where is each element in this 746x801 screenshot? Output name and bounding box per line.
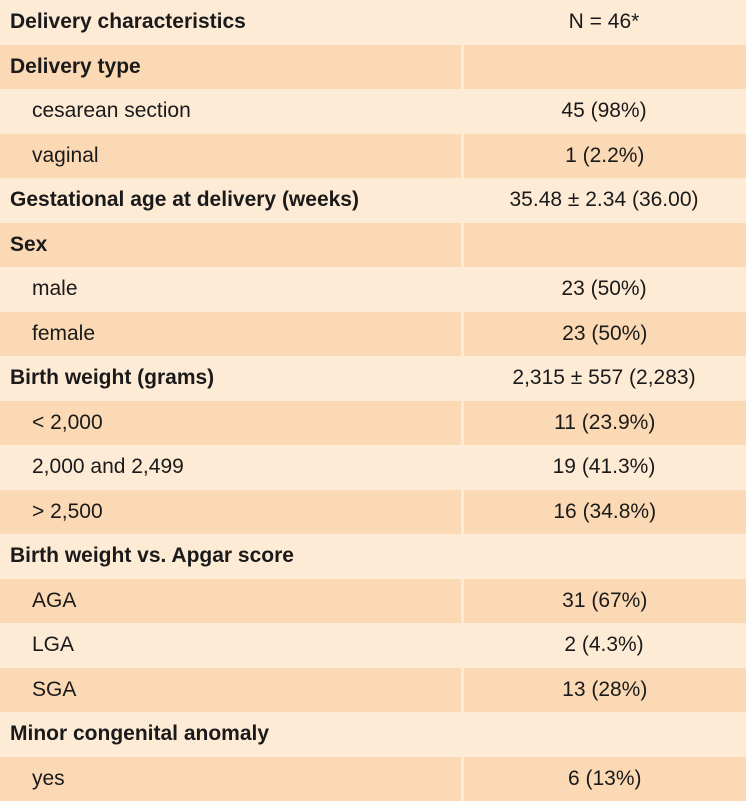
- table-row: Sex: [0, 223, 746, 268]
- table-row: SGA 13 (28%): [0, 668, 746, 713]
- row-label: > 2,500: [0, 490, 462, 535]
- row-label: female: [0, 312, 462, 357]
- row-label: LGA: [0, 623, 462, 668]
- row-value: 6 (13%): [462, 757, 746, 801]
- table-row: LGA 2 (4.3%): [0, 623, 746, 668]
- table-row: < 2,000 11 (23.9%): [0, 401, 746, 446]
- header-value: N = 46*: [462, 0, 746, 45]
- row-value: [462, 712, 746, 757]
- row-value: 13 (28%): [462, 668, 746, 713]
- row-value: [462, 45, 746, 90]
- row-label: Birth weight vs. Apgar score: [0, 534, 462, 579]
- row-value: 11 (23.9%): [462, 401, 746, 446]
- row-value: 2 (4.3%): [462, 623, 746, 668]
- row-value: 35.48 ± 2.34 (36.00): [462, 178, 746, 223]
- row-label: cesarean section: [0, 89, 462, 134]
- row-label: Sex: [0, 223, 462, 268]
- table-header-row: Delivery characteristics N = 46*: [0, 0, 746, 45]
- table-row: Birth weight vs. Apgar score: [0, 534, 746, 579]
- row-label: < 2,000: [0, 401, 462, 446]
- row-value: 19 (41.3%): [462, 445, 746, 490]
- row-value: [462, 223, 746, 268]
- row-label: Gestational age at delivery (weeks): [0, 178, 462, 223]
- row-value: 45 (98%): [462, 89, 746, 134]
- row-label: male: [0, 267, 462, 312]
- table-row: vaginal 1 (2.2%): [0, 134, 746, 179]
- row-label: SGA: [0, 668, 462, 713]
- table-row: Gestational age at delivery (weeks) 35.4…: [0, 178, 746, 223]
- row-label: 2,000 and 2,499: [0, 445, 462, 490]
- table-row: female 23 (50%): [0, 312, 746, 357]
- table-row: yes 6 (13%): [0, 757, 746, 801]
- table-row: AGA 31 (67%): [0, 579, 746, 624]
- row-label: yes: [0, 757, 462, 801]
- table-row: 2,000 and 2,499 19 (41.3%): [0, 445, 746, 490]
- row-value: 23 (50%): [462, 267, 746, 312]
- row-value: 16 (34.8%): [462, 490, 746, 535]
- row-label: Minor congenital anomaly: [0, 712, 462, 757]
- header-label: Delivery characteristics: [0, 0, 462, 45]
- row-label: vaginal: [0, 134, 462, 179]
- row-value: 23 (50%): [462, 312, 746, 357]
- table-row: Delivery type: [0, 45, 746, 90]
- row-label: AGA: [0, 579, 462, 624]
- row-label: Birth weight (grams): [0, 356, 462, 401]
- row-value: 31 (67%): [462, 579, 746, 624]
- table-row: Minor congenital anomaly: [0, 712, 746, 757]
- table-row: cesarean section 45 (98%): [0, 89, 746, 134]
- row-value: [462, 534, 746, 579]
- row-label: Delivery type: [0, 45, 462, 90]
- table-row: Birth weight (grams) 2,315 ± 557 (2,283): [0, 356, 746, 401]
- row-value: 2,315 ± 557 (2,283): [462, 356, 746, 401]
- table-row: male 23 (50%): [0, 267, 746, 312]
- table-row: > 2,500 16 (34.8%): [0, 490, 746, 535]
- row-value: 1 (2.2%): [462, 134, 746, 179]
